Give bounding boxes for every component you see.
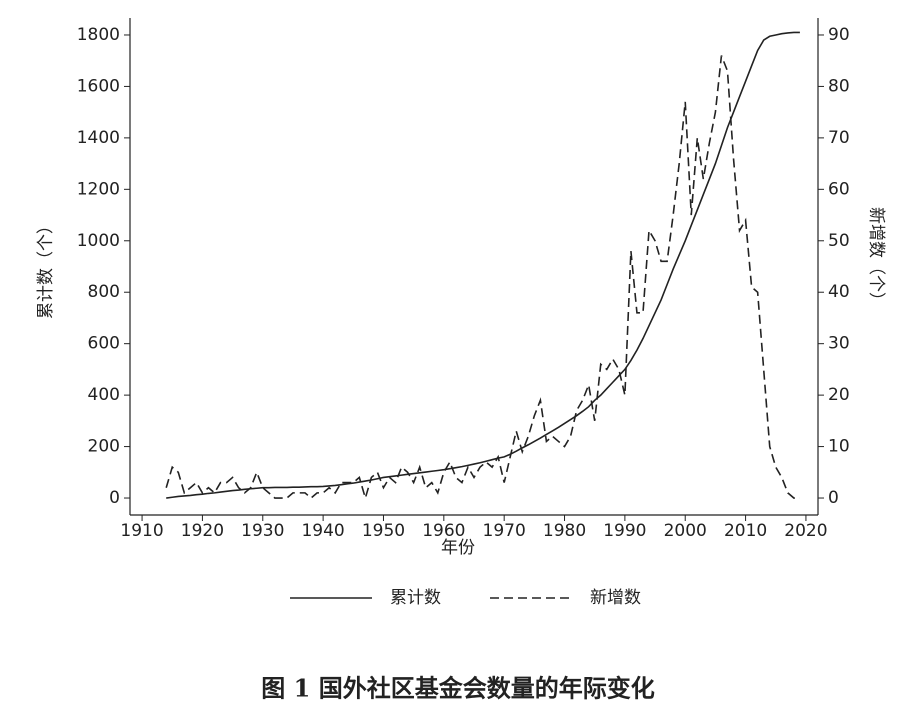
y-tick-label: 0	[109, 488, 120, 508]
y-tick-label: 1000	[77, 231, 120, 251]
x-tick-label: 1980	[543, 521, 586, 541]
y2-tick-label: 0	[828, 488, 839, 508]
x-tick-label: 2000	[664, 521, 707, 541]
x-tick-label: 1920	[181, 521, 224, 541]
x-tick-label: 2020	[784, 521, 827, 541]
x-axis-label: 年份	[441, 538, 475, 558]
y-axis-label: 累计数（个）	[36, 217, 56, 319]
series-line	[165, 55, 800, 501]
y-tick-label: 1400	[77, 128, 120, 148]
y2-tick-label: 80	[828, 76, 850, 96]
x-tick-label: 1950	[362, 521, 405, 541]
y-tick-label: 400	[88, 385, 120, 405]
y2-tick-label: 10	[828, 437, 850, 457]
y2-tick-label: 40	[828, 282, 850, 302]
y2-tick-label: 70	[828, 128, 850, 148]
y2-tick-label: 20	[828, 385, 850, 405]
y-tick-label: 800	[88, 282, 120, 302]
y-tick-label: 1200	[77, 179, 120, 199]
series-line	[166, 31, 800, 499]
legend-label: 累计数	[390, 588, 441, 608]
x-tick-label: 1910	[120, 521, 163, 541]
y2-tick-label: 50	[828, 231, 850, 251]
x-tick-label: 1930	[241, 521, 284, 541]
x-tick-label: 1960	[422, 521, 465, 541]
y-tick-label: 200	[88, 437, 120, 457]
y-tick-label: 1600	[77, 76, 120, 96]
y2-tick-label: 60	[828, 179, 850, 199]
y2-tick-label: 90	[828, 25, 850, 45]
y-tick-label: 1800	[77, 25, 120, 45]
chart-title: 图 1 国外社区基金会数量的年际变化	[261, 674, 654, 703]
x-tick-label: 2010	[724, 521, 767, 541]
legend-label: 新增数	[590, 588, 641, 608]
x-tick-label: 1990	[603, 521, 646, 541]
x-tick-label: 1940	[301, 521, 344, 541]
y-tick-label: 600	[88, 334, 120, 354]
x-tick-label: 1970	[483, 521, 526, 541]
y2-tick-label: 30	[828, 334, 850, 354]
y2-axis-label: 新增数（个）	[866, 207, 886, 309]
